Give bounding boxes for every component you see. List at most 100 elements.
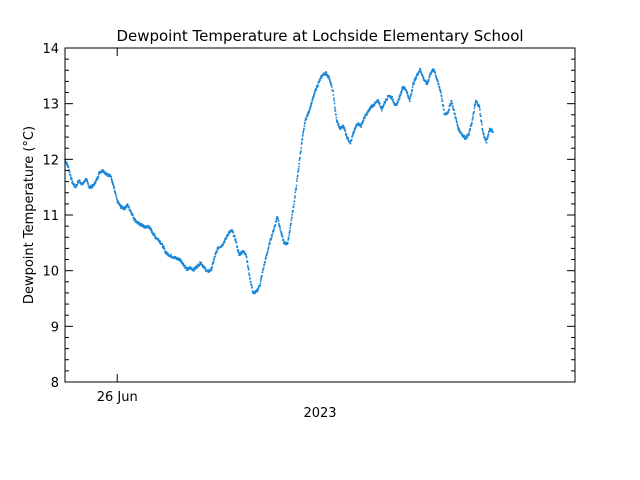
data-point bbox=[91, 186, 94, 189]
data-point bbox=[332, 90, 334, 93]
data-point bbox=[222, 243, 225, 245]
data-point bbox=[284, 241, 286, 244]
data-point bbox=[354, 128, 356, 131]
data-point bbox=[329, 79, 331, 82]
data-point bbox=[177, 258, 179, 260]
data-point bbox=[192, 268, 195, 271]
data-point bbox=[204, 266, 206, 269]
data-point bbox=[373, 103, 376, 106]
data-point bbox=[443, 108, 445, 111]
data-point bbox=[427, 80, 430, 83]
data-point bbox=[413, 79, 416, 81]
data-point bbox=[481, 127, 484, 130]
data-point bbox=[370, 107, 372, 109]
data-point bbox=[447, 112, 449, 114]
data-point bbox=[289, 227, 291, 229]
data-point bbox=[403, 88, 405, 90]
data-point bbox=[221, 245, 223, 248]
data-point bbox=[110, 178, 113, 180]
data-point bbox=[126, 204, 129, 207]
data-point bbox=[136, 220, 138, 223]
data-point bbox=[307, 112, 309, 114]
data-point bbox=[300, 150, 302, 152]
data-point bbox=[476, 101, 479, 104]
data-point bbox=[162, 245, 165, 247]
data-point bbox=[300, 141, 303, 144]
data-point bbox=[264, 258, 267, 260]
data-point bbox=[266, 252, 269, 255]
data-point bbox=[275, 220, 278, 222]
data-point bbox=[228, 232, 231, 235]
data-point bbox=[473, 110, 475, 113]
data-point bbox=[281, 234, 284, 237]
data-point bbox=[309, 108, 311, 111]
data-point bbox=[456, 123, 459, 126]
data-point bbox=[261, 271, 264, 273]
data-point bbox=[392, 98, 394, 101]
data-point bbox=[187, 268, 190, 271]
data-point bbox=[347, 136, 349, 139]
data-point bbox=[345, 134, 347, 137]
data-point bbox=[456, 124, 459, 127]
data-point bbox=[138, 222, 141, 224]
data-point bbox=[199, 263, 202, 265]
data-point bbox=[479, 112, 481, 115]
y-tick-label: 8 bbox=[51, 376, 59, 391]
data-point bbox=[247, 268, 250, 271]
data-point bbox=[421, 74, 424, 76]
data-point bbox=[362, 120, 364, 123]
data-point bbox=[101, 169, 103, 171]
data-point bbox=[130, 211, 132, 214]
data-point bbox=[361, 121, 363, 124]
data-point bbox=[481, 130, 484, 132]
data-point bbox=[86, 180, 89, 183]
data-point bbox=[309, 105, 312, 107]
data-point bbox=[333, 102, 336, 105]
data-point bbox=[114, 191, 117, 194]
chart-title: Dewpoint Temperature at Lochside Element… bbox=[116, 27, 523, 45]
data-point bbox=[411, 88, 414, 91]
data-point bbox=[380, 107, 383, 110]
data-point bbox=[401, 88, 404, 91]
data-point bbox=[424, 79, 427, 82]
data-point bbox=[235, 241, 238, 244]
data-point bbox=[137, 223, 140, 225]
data-point bbox=[301, 139, 303, 141]
data-point bbox=[201, 263, 204, 266]
data-point bbox=[292, 205, 295, 208]
data-point bbox=[448, 108, 450, 111]
data-point bbox=[87, 182, 89, 185]
y-tick-label: 14 bbox=[42, 42, 59, 57]
data-point bbox=[459, 131, 462, 133]
data-point bbox=[441, 97, 443, 100]
data-point bbox=[200, 262, 203, 264]
data-point bbox=[448, 105, 451, 107]
data-point bbox=[435, 77, 438, 79]
data-point bbox=[310, 104, 313, 106]
data-point bbox=[331, 85, 333, 88]
data-point bbox=[112, 183, 115, 185]
data-point bbox=[336, 120, 338, 122]
data-point bbox=[410, 92, 413, 95]
data-point bbox=[399, 94, 402, 97]
data-point bbox=[345, 133, 348, 136]
data-point bbox=[417, 73, 419, 76]
data-point bbox=[363, 117, 366, 120]
data-point bbox=[390, 98, 393, 100]
data-point bbox=[188, 266, 191, 269]
data-point bbox=[335, 119, 338, 121]
data-point bbox=[132, 216, 135, 219]
data-point bbox=[153, 232, 155, 235]
data-point bbox=[466, 136, 469, 138]
data-point bbox=[225, 237, 228, 239]
data-point bbox=[368, 107, 371, 110]
data-point bbox=[486, 137, 488, 139]
data-point bbox=[428, 75, 431, 77]
data-point bbox=[304, 122, 306, 125]
data-point bbox=[193, 270, 195, 272]
data-point bbox=[441, 100, 444, 102]
data-point bbox=[480, 120, 483, 123]
plot-frame bbox=[64, 47, 576, 383]
data-point bbox=[401, 86, 403, 89]
data-point bbox=[288, 234, 290, 237]
